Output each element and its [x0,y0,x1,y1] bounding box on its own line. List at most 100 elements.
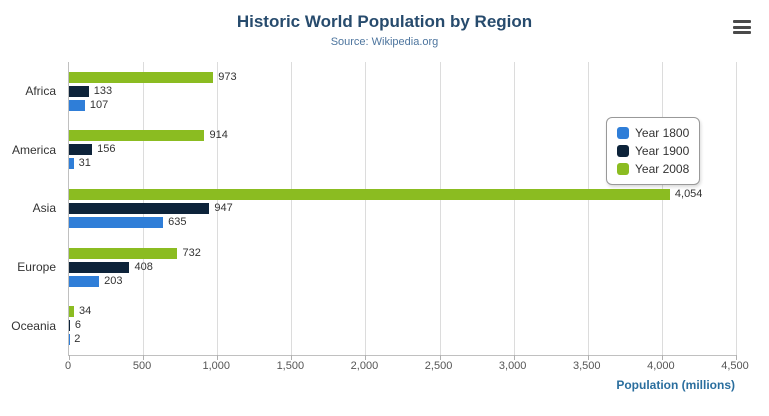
bar-label: 2 [74,333,81,346]
bar-label: 635 [168,215,187,228]
bar-label: 6 [74,319,81,332]
gridline [736,62,737,355]
bar-label: 156 [97,143,116,156]
bar-wrap: 34 [69,305,736,318]
category-row: 4,054 947 635 [69,179,736,238]
bar-wrap: 732 [69,246,736,259]
category-label: America [11,142,56,157]
bar-wrap: 6 [69,319,736,332]
chart-title: Historic World Population by Region [236,12,533,31]
bar[interactable] [69,306,75,318]
category-label: Asia [32,201,56,216]
legend-label: Year 1900 [635,144,690,158]
bar-wrap: 133 [69,84,736,97]
axis-tick [513,355,515,360]
gridline [587,62,589,355]
tick-label: 4,000 [647,360,675,372]
bar-label: 947 [214,201,233,214]
legend-item[interactable]: Year 1800 [617,124,689,142]
bar-wrap: 973 [69,70,736,83]
chart-subtitle: Source: Wikipedia.org [330,36,439,48]
bar-label: 133 [93,84,113,97]
legend-label: Year 1800 [635,126,690,140]
bar-wrap: 31 [69,157,736,170]
bar[interactable] [69,320,70,332]
bar-label: 203 [104,274,123,287]
tick-label: 2,000 [350,360,379,372]
bar-wrap: 203 [69,274,736,287]
bar-label: 914 [209,129,228,142]
bar[interactable] [69,144,93,156]
bar-wrap: 2 [69,333,736,346]
export-menu-icon[interactable] [733,20,751,34]
y-axis-labels: Africa America Asia Europe Oceania [0,62,62,355]
legend-symbol [617,145,629,157]
tick-label: 2,500 [424,360,453,372]
legend: Year 1800 Year 1900 Year 2008 [606,117,701,185]
axis-tick [587,355,589,360]
bar[interactable] [69,275,100,287]
bar-label: 107 [89,98,109,111]
bar-label: 973 [218,70,237,83]
tick-label: 1,500 [276,360,305,372]
bar-wrap: 408 [69,260,736,273]
tick-label: 4,500 [721,360,749,372]
gridline [291,62,293,355]
gridline [661,62,663,355]
bar-label: 4,054 [674,187,703,200]
bar-wrap: 4,054 [69,187,736,200]
gridline [217,62,219,355]
bar-label: 31 [78,157,91,170]
axis-tick [143,355,145,360]
bar[interactable] [69,99,85,111]
bar[interactable] [69,216,164,228]
bar[interactable] [69,71,214,83]
bar-wrap: 635 [69,215,736,228]
axis-tick [291,355,293,360]
bar[interactable] [69,188,670,200]
menu-bar [733,20,751,23]
category-row: 914 156 31 [69,121,736,180]
bar[interactable] [69,85,89,97]
menu-bar [733,25,751,29]
bar[interactable] [69,202,210,214]
gridline [439,62,441,355]
bar[interactable] [69,261,130,273]
bar-label: 408 [134,260,153,273]
legend-item[interactable]: Year 2008 [617,160,689,178]
menu-bar [733,31,751,34]
x-axis-tick-labels: 0 500 1,000 1,500 2,000 2,500 3,000 3,500 4,000 4… [64,360,749,374]
bar-wrap: 107 [69,98,736,111]
plot-area: 973 133 107 914 156 31 4,054 947 635 732 408 203 34 6… [68,62,737,360]
legend-symbol [617,127,629,139]
category-label: Africa [25,84,56,99]
category-row: 973 133 107 [69,62,736,121]
bar[interactable] [69,158,74,170]
axis-tick [69,355,70,360]
category-label: Oceania [11,318,56,333]
axis-tick [661,355,663,360]
legend-label: Year 2008 [635,162,690,176]
bar[interactable] [69,130,205,142]
tick-label: 0 [64,360,72,372]
tick-label: 500 [132,360,152,372]
bar[interactable] [69,247,178,259]
category-row: 732 408 203 [69,238,736,297]
bar-label: 34 [79,305,92,318]
gridline [365,62,367,355]
bar-label: 732 [182,246,201,259]
axis-tick [439,355,441,360]
bar-wrap: 947 [69,201,736,214]
bar-wrap: 914 [69,129,736,142]
legend-symbol [617,163,629,175]
tick-label: 3,500 [573,360,601,372]
legend-item[interactable]: Year 1900 [617,142,689,160]
category-label: Europe [17,260,56,275]
tick-label: 1,000 [202,360,230,372]
x-axis-title: Population (millions) [616,378,735,392]
bar-wrap: 156 [69,143,736,156]
axis-tick [217,355,219,360]
tick-label: 3,000 [498,360,527,372]
category-row: 34 6 2 [69,296,736,355]
